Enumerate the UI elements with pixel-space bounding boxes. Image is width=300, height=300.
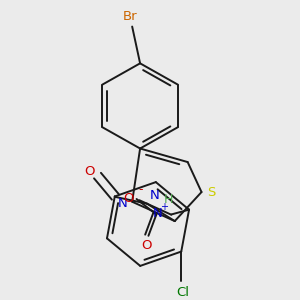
Text: -: - xyxy=(138,183,143,196)
Text: Cl: Cl xyxy=(177,286,190,299)
Text: N: N xyxy=(152,207,162,220)
Text: Br: Br xyxy=(123,11,137,23)
Text: O: O xyxy=(123,191,134,205)
Text: +: + xyxy=(160,202,168,212)
Text: O: O xyxy=(141,239,152,252)
Text: N: N xyxy=(150,189,160,203)
Text: N: N xyxy=(117,197,127,210)
Text: S: S xyxy=(207,186,216,199)
Text: H: H xyxy=(164,193,173,206)
Text: O: O xyxy=(84,165,95,178)
